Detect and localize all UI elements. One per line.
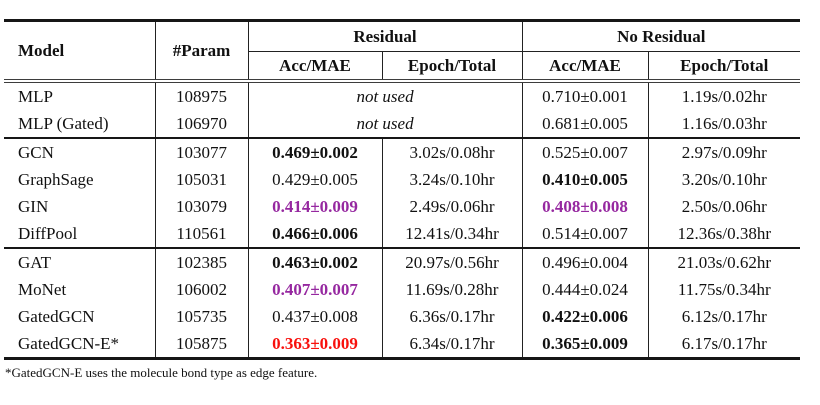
cell-param: 105735 <box>154 303 248 330</box>
cell-param: 105031 <box>154 166 248 193</box>
cell-no-residual-epoch: 11.75s/0.34hr <box>647 276 801 303</box>
cell-residual-epoch: 12.41s/0.34hr <box>381 220 523 248</box>
cell-no-residual-acc: 0.525±0.007 <box>521 137 649 166</box>
cell-residual-epoch: 3.24s/0.10hr <box>381 166 523 193</box>
cell-model: DiffPool <box>18 223 78 243</box>
cell-model: GraphSage <box>18 169 94 189</box>
cell-no-residual-epoch: 2.97s/0.09hr <box>647 137 801 166</box>
cell-residual-epoch: 20.97s/0.56hr <box>381 247 523 276</box>
table-row-gatedgcn: GatedGCN 105735 0.437±0.008 6.36s/0.17hr… <box>4 303 801 330</box>
cell-no-residual-acc: 0.444±0.024 <box>521 276 649 303</box>
cell-model: GAT <box>4 247 155 276</box>
table-row-gcn: GCN 103077 0.469±0.002 3.02s/0.08hr 0.52… <box>4 137 801 166</box>
table-row-monet: MoNet 106002 0.407±0.007 11.69s/0.28hr 0… <box>4 276 801 303</box>
cell-param: 110561 <box>154 220 248 248</box>
table-row-gin: GIN 103079 0.414±0.009 2.49s/0.06hr 0.40… <box>4 193 801 220</box>
cell-no-residual-acc: 0.681±0.005 <box>521 110 649 138</box>
cell-model: GatedGCN-E* <box>18 333 120 353</box>
cell-model: MoNet <box>18 279 67 299</box>
cell-no-residual-acc: 0.365±0.009 <box>521 330 649 359</box>
table-row-gatedgcn-e: GatedGCN-E* 105875 0.363±0.009 6.34s/0.1… <box>4 330 801 359</box>
column-header-model: Model <box>4 20 155 83</box>
column-header-no-residual-acc-mae: Acc/MAE <box>521 51 649 83</box>
cell-residual-acc: 0.429±0.005 <box>247 166 382 193</box>
cell-residual-acc: 0.437±0.008 <box>247 303 382 330</box>
cell-param: 103079 <box>154 193 248 220</box>
cell-no-residual-epoch: 2.50s/0.06hr <box>647 193 801 220</box>
cell-no-residual-acc: 0.514±0.007 <box>521 220 649 248</box>
cell-param: 102385 <box>154 247 248 276</box>
column-header-param: #Param <box>154 20 248 83</box>
cell-residual-acc: 0.463±0.002 <box>247 247 382 276</box>
table-body: MLP 108975 not used 0.710±0.001 1.19s/0.… <box>4 81 801 359</box>
cell-no-residual-epoch: 21.03s/0.62hr <box>647 247 801 276</box>
column-header-residual-epoch-total: Epoch/Total <box>381 51 523 83</box>
cell-no-residual-epoch: 1.16s/0.03hr <box>647 110 801 138</box>
column-header-residual-acc-mae: Acc/MAE <box>247 51 382 83</box>
cell-no-residual-acc: 0.410±0.005 <box>521 166 649 193</box>
cell-residual-acc: 0.363±0.009 <box>247 330 382 359</box>
cell-param: 106002 <box>154 276 248 303</box>
cell-residual-acc: 0.414±0.009 <box>247 193 382 220</box>
column-group-residual: Residual <box>247 20 523 52</box>
cell-residual-epoch: 2.49s/0.06hr <box>381 193 523 220</box>
cell-model: MLP (Gated) <box>18 113 109 133</box>
table-row-gat: GAT 102385 0.463±0.002 20.97s/0.56hr 0.4… <box>4 247 801 276</box>
cell-residual-acc: 0.407±0.007 <box>247 276 382 303</box>
cell-param: 106970 <box>154 110 248 138</box>
table-row-mlp-gated: MLP (Gated) 106970 not used 0.681±0.005 … <box>4 110 801 138</box>
table-row-diffpool: DiffPool 110561 0.466±0.006 12.41s/0.34h… <box>4 220 801 248</box>
cell-param: 103077 <box>154 137 248 166</box>
cell-no-residual-acc: 0.496±0.004 <box>521 247 649 276</box>
cell-residual-epoch: 6.34s/0.17hr <box>381 330 523 359</box>
cell-no-residual-acc: 0.710±0.001 <box>521 81 649 110</box>
table-row-graphsage: GraphSage 105031 0.429±0.005 3.24s/0.10h… <box>4 166 801 193</box>
footnote: *GatedGCN-E uses the molecule bond type … <box>5 365 318 380</box>
table-header: Model #Param Residual No Residual Acc/MA… <box>4 20 801 83</box>
cell-param: 108975 <box>154 81 248 110</box>
cell-param: 105875 <box>154 330 248 359</box>
cell-residual-not-used: not used <box>247 110 523 138</box>
cell-no-residual-epoch: 6.17s/0.17hr <box>647 330 801 359</box>
cell-no-residual-epoch: 1.19s/0.02hr <box>647 81 801 110</box>
cell-model: GIN <box>18 196 49 216</box>
cell-no-residual-epoch: 12.36s/0.38hr <box>647 220 801 248</box>
cell-no-residual-acc: 0.422±0.006 <box>521 303 649 330</box>
cell-residual-epoch: 6.36s/0.17hr <box>381 303 523 330</box>
table-row-mlp: MLP 108975 not used 0.710±0.001 1.19s/0.… <box>4 81 801 110</box>
cell-no-residual-acc: 0.408±0.008 <box>521 193 649 220</box>
cell-model: MLP <box>18 86 53 106</box>
cell-residual-epoch: 3.02s/0.08hr <box>381 137 523 166</box>
column-group-no-residual: No Residual <box>521 20 801 52</box>
cell-no-residual-epoch: 6.12s/0.17hr <box>647 303 801 330</box>
cell-residual-not-used: not used <box>247 81 523 110</box>
cell-model: GCN <box>4 137 155 166</box>
cell-residual-acc: 0.469±0.002 <box>247 137 382 166</box>
cell-residual-acc: 0.466±0.006 <box>247 220 382 248</box>
column-header-no-residual-epoch-total: Epoch/Total <box>647 51 801 83</box>
benchmark-results-table: Model #Param Residual No Residual Acc/MA… <box>4 19 801 360</box>
cell-model: GatedGCN <box>18 306 95 326</box>
cell-no-residual-epoch: 3.20s/0.10hr <box>647 166 801 193</box>
cell-residual-epoch: 11.69s/0.28hr <box>381 276 523 303</box>
